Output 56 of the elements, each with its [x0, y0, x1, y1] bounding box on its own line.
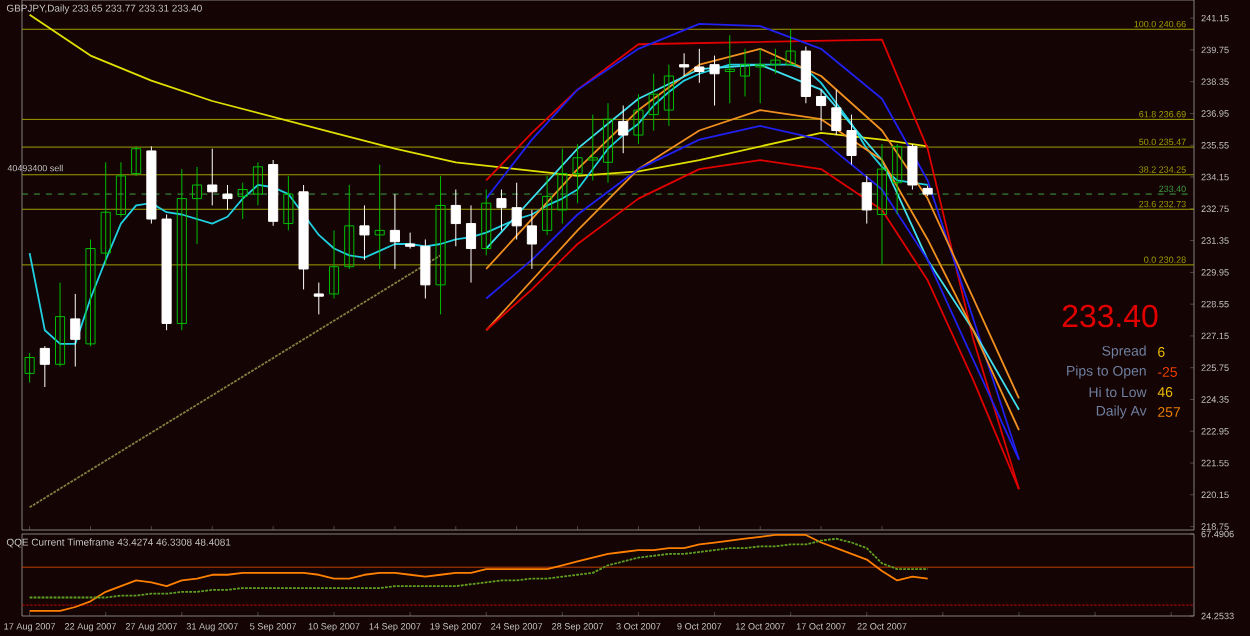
candlestick [465, 204, 477, 284]
candlestick [526, 209, 537, 270]
candlestick [755, 48, 766, 104]
candlestick [405, 232, 416, 250]
candlestick [70, 293, 81, 368]
candlestick [24, 352, 35, 383]
candlestick [892, 143, 903, 215]
candlestick [800, 46, 811, 104]
candlestick [222, 184, 233, 211]
candlestick [191, 166, 203, 245]
candlestick [648, 73, 659, 132]
candlestick [785, 28, 796, 66]
candlestick [633, 93, 644, 145]
candlestick [420, 238, 431, 299]
candlestick [724, 34, 735, 104]
candlestick [344, 184, 355, 270]
candlestick [85, 238, 96, 347]
candlestick [176, 168, 187, 331]
candlestick [359, 204, 370, 261]
candlestick [389, 193, 400, 270]
candlestick [54, 282, 66, 368]
candlestick [115, 161, 126, 218]
candlestick [252, 161, 263, 206]
candlestick [663, 64, 674, 127]
candlestick [831, 89, 842, 136]
candlestick [511, 182, 522, 240]
candlestick [481, 189, 492, 256]
candlestick [496, 189, 507, 231]
candlestick [572, 143, 583, 204]
candlestick [237, 182, 248, 220]
candlestick [739, 48, 751, 97]
annotation: 233.40 [1062, 304, 1158, 328]
candlestick [374, 164, 385, 270]
candlestick [435, 175, 446, 315]
candlestick [328, 229, 340, 299]
candlestick [876, 143, 888, 266]
candlestick [283, 175, 294, 231]
candlestick [207, 148, 218, 206]
candlestick [618, 105, 629, 154]
candlestick [313, 282, 324, 315]
candlestick [770, 48, 781, 75]
candlestick [694, 48, 705, 84]
candlestick [602, 102, 614, 184]
candlestick [907, 143, 918, 191]
candlestick [816, 89, 827, 132]
candlestick [557, 148, 568, 225]
candlestick [846, 114, 857, 166]
candlestick [100, 161, 111, 265]
candlestick [861, 175, 872, 225]
candlestick [131, 145, 142, 177]
candlestick [39, 345, 50, 388]
candlestick [587, 114, 598, 181]
candlestick [542, 175, 553, 236]
candlestick [679, 52, 690, 77]
candlestick [709, 55, 720, 107]
candlestick [450, 189, 461, 247]
